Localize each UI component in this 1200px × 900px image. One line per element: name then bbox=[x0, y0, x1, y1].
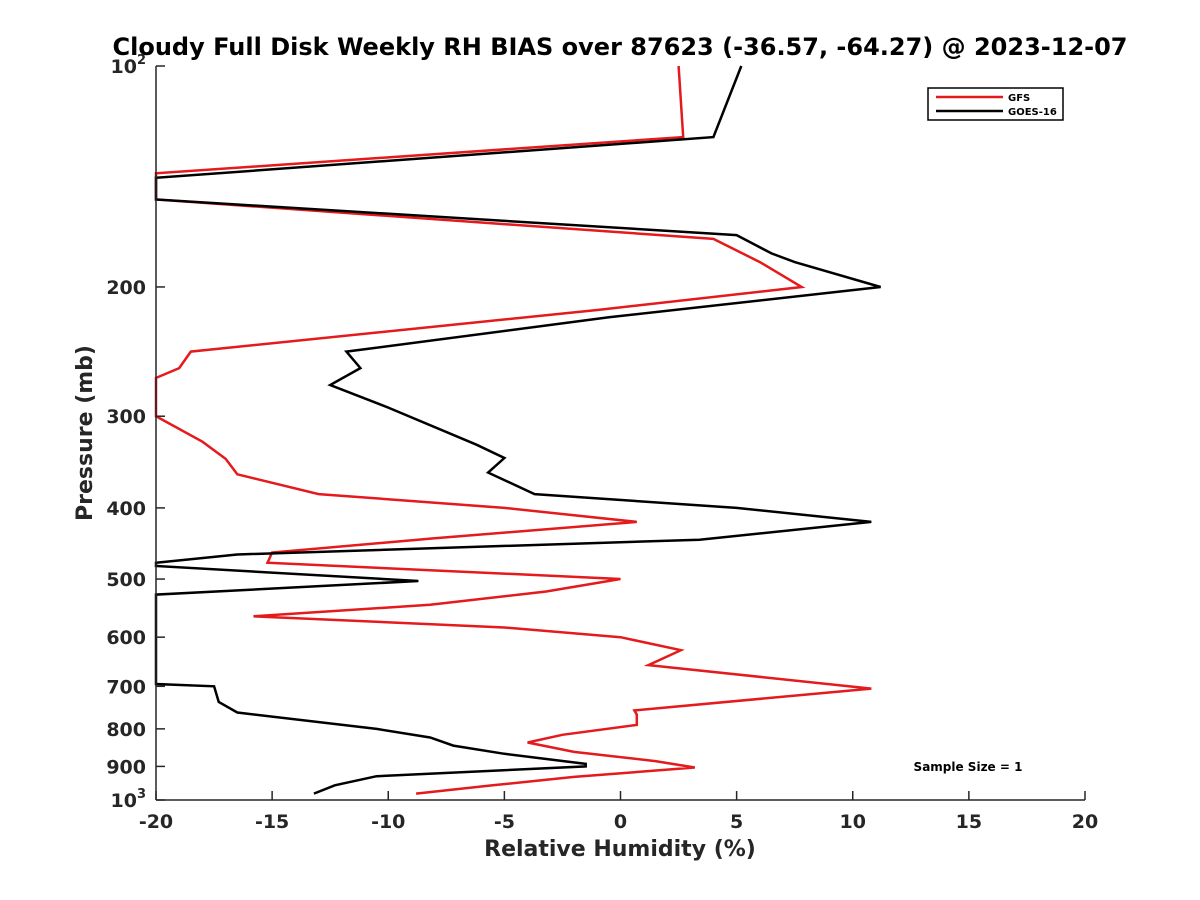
x-tick-label: -20 bbox=[139, 811, 173, 833]
y-tick-label: 800 bbox=[106, 719, 146, 741]
legend-box bbox=[927, 87, 1064, 121]
x-tick-label: 10 bbox=[840, 811, 866, 833]
x-axis-label: Relative Humidity (%) bbox=[484, 837, 756, 862]
y-tick-label: 103 bbox=[111, 787, 147, 812]
y-tick-label: 102 bbox=[111, 53, 147, 78]
legend: GFS GOES-16 bbox=[927, 87, 1064, 121]
y-tick-label: 400 bbox=[106, 498, 146, 520]
series-line-gfs bbox=[154, 65, 872, 795]
x-tick-label: 20 bbox=[1072, 811, 1098, 833]
x-tick-label: 5 bbox=[730, 811, 743, 833]
y-ticks: 102 200 300 400 500 600 700 800 900 103 bbox=[106, 53, 165, 812]
y-tick-label: 300 bbox=[106, 406, 146, 428]
y-tick-label: 200 bbox=[106, 277, 146, 299]
x-tick-label: -10 bbox=[371, 811, 405, 833]
series-line-goes-16 bbox=[154, 65, 881, 795]
axes-layer bbox=[155, 66, 1085, 801]
y-tick-label: 500 bbox=[106, 569, 146, 591]
sample-size-annotation: Sample Size = 1 bbox=[914, 760, 1023, 774]
y-tick-label: 900 bbox=[106, 756, 146, 778]
x-tick-label: 0 bbox=[614, 811, 627, 833]
legend-label-goes16: GOES-16 bbox=[1008, 107, 1057, 118]
legend-label-gfs: GFS bbox=[1008, 93, 1030, 104]
y-tick-label: 700 bbox=[106, 676, 146, 698]
x-tick-label: -15 bbox=[255, 811, 289, 833]
y-tick-label: 600 bbox=[106, 627, 146, 649]
y-axis-label: Pressure (mb) bbox=[73, 345, 98, 521]
x-tick-label: 15 bbox=[956, 811, 982, 833]
chart-title: Cloudy Full Disk Weekly RH BIAS over 876… bbox=[113, 33, 1128, 61]
series-layer bbox=[154, 65, 881, 795]
x-tick-label: -5 bbox=[494, 811, 515, 833]
x-ticks: -20 -15 -10 -5 0 5 10 15 20 bbox=[139, 791, 1098, 833]
